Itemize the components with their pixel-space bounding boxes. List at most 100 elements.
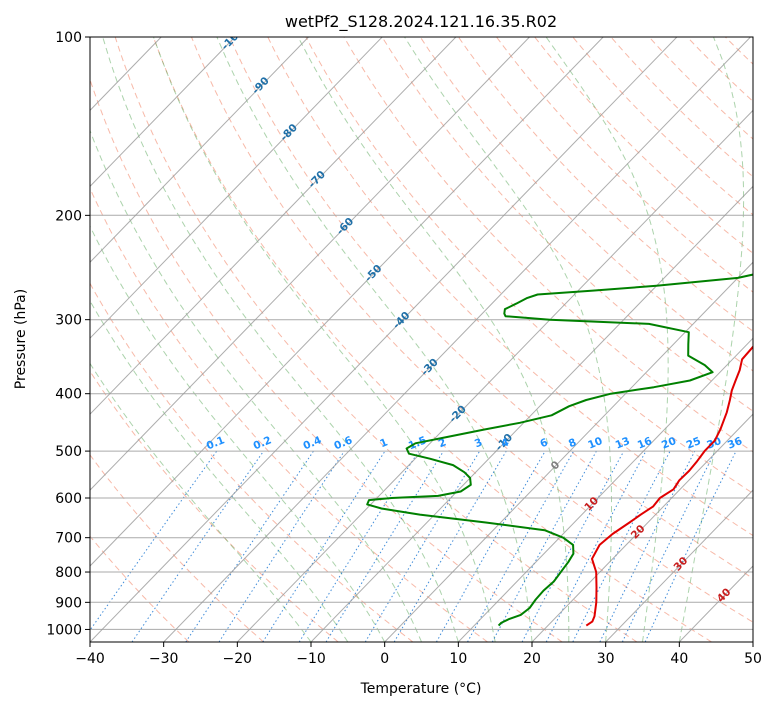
x-tick-label: −40	[75, 651, 105, 667]
dry-adiabat-line	[457, 37, 753, 332]
dry-adiabat-line	[90, 370, 339, 642]
x-tick-label: 10	[449, 651, 467, 667]
dry-adiabat-line	[686, 37, 753, 103]
y-tick-label: 700	[55, 531, 82, 547]
y-tick-label: 200	[55, 208, 82, 224]
isotherm-line	[90, 37, 604, 567]
moist-adiabat-line	[90, 225, 386, 642]
moist-adiabat-line	[153, 37, 496, 642]
isotherm-line	[0, 37, 14, 642]
mixing-ratio-label: 20	[660, 435, 678, 452]
mixing-ratio-label: 30	[705, 435, 723, 452]
mixing-ratio-line	[262, 450, 386, 642]
x-tick-label: −20	[223, 651, 253, 667]
plot-area: -100-90-80-70-60-50-40-30-20-10010203040…	[0, 25, 775, 642]
x-tick-label: 40	[670, 651, 688, 667]
plot-frame	[89, 36, 754, 643]
mixing-ratio-line	[131, 450, 265, 642]
y-tick-label: 1000	[46, 622, 82, 638]
isotherm-line	[457, 337, 753, 642]
mixing-ratio-line	[325, 450, 444, 642]
dry-adiabat-line	[764, 37, 775, 642]
moist-adiabat-line	[216, 37, 533, 642]
mixing-ratio-line	[545, 450, 647, 642]
mixing-ratio-line	[521, 450, 625, 642]
moist-adiabat-line	[297, 37, 570, 642]
y-tick-label: 100	[55, 30, 82, 46]
isotherm-line	[384, 261, 753, 642]
isotherm-line	[90, 37, 236, 188]
mixing-ratio-label: 6	[538, 436, 549, 450]
mixing-ratio-label: 8	[567, 436, 578, 450]
moist-adiabat-line	[545, 37, 669, 642]
mixing-ratio-label: 36	[726, 435, 744, 452]
mixing-ratio-line	[435, 450, 546, 642]
isotherms	[0, 37, 753, 642]
isotherm-line	[531, 413, 753, 642]
mixing-ratio-line	[364, 450, 481, 642]
mixing-ratio-label: 2	[437, 436, 448, 450]
dry-adiabat-line	[114, 37, 638, 642]
y-tick-label: 300	[55, 313, 82, 329]
x-tick-label: 50	[744, 651, 762, 667]
x-axis-ticks: −40 −30 −20 −10 0 10 20 30 40 50	[75, 642, 762, 667]
mixing-ratio-line	[185, 450, 314, 642]
dewpoint-line	[366, 273, 753, 627]
mixing-ratio-label: 4	[500, 436, 511, 450]
moist-adiabat-line	[90, 129, 422, 642]
dry-adiabat-line	[724, 37, 753, 65]
mixing-ratio-label: 0.4	[302, 434, 324, 452]
y-tick-label: 800	[55, 565, 82, 581]
isotherm-line	[310, 185, 753, 642]
y-axis-ticks: 100 200 300 400 500 600 700 800 900 1000	[46, 30, 90, 638]
moist-adiabat-line	[404, 37, 612, 642]
mixing-ratio-label: 0.1	[205, 434, 227, 452]
dry-adiabat-line	[90, 78, 563, 642]
dry-adiabat-line	[90, 187, 488, 642]
isotherm-line	[752, 641, 753, 642]
x-tick-label: 30	[597, 651, 615, 667]
mixing-ratio-line	[491, 450, 597, 642]
y-tick-label: 400	[55, 387, 82, 403]
mixing-ratio-label: 3	[473, 436, 484, 450]
mixing-ratio-label: 13	[614, 435, 632, 452]
pressure-gridlines	[90, 37, 753, 630]
chart-title: wetPf2_S128.2024.121.16.35.R02	[285, 12, 557, 32]
isotherm-line	[236, 109, 753, 642]
mixing-ratio-line	[218, 450, 345, 642]
isotherm-line	[163, 37, 751, 642]
mixing-ratio-label: 10	[586, 435, 604, 452]
moist-adiabat-line	[102, 37, 459, 642]
x-tick-label: −30	[149, 651, 179, 667]
isotherm-line	[90, 37, 457, 415]
dry-adiabat-line	[572, 37, 753, 216]
sounding-series	[366, 273, 753, 627]
mixing-ratio-line	[599, 450, 696, 642]
isotherm-line	[90, 37, 530, 491]
isotherm-line	[90, 37, 678, 642]
mixing-ratio-label: 16	[636, 435, 654, 452]
mixing-ratio-label: 1	[378, 436, 389, 450]
dry-adiabats	[90, 37, 775, 642]
x-tick-label: 20	[523, 651, 541, 667]
dry-adiabat-line	[610, 37, 753, 178]
dry-adiabat-line	[343, 37, 753, 453]
dry-adiabat-line	[534, 37, 753, 254]
mixing-ratio-label: 25	[685, 435, 703, 452]
x-axis-label: Temperature (°C)	[360, 681, 482, 697]
dry-adiabat-line	[496, 37, 753, 293]
y-tick-label: 900	[55, 595, 82, 611]
y-tick-label: 500	[55, 444, 82, 460]
isotherm-line	[90, 37, 383, 339]
moist-adiabats	[90, 37, 745, 642]
dry-adiabat-line	[191, 37, 753, 623]
moist-adiabat-line	[678, 37, 745, 642]
mixing-ratio-line	[90, 450, 218, 632]
isotherm-label: -100	[219, 25, 246, 52]
dry-adiabat-line	[419, 37, 753, 372]
isotherm-line	[605, 489, 753, 642]
y-axis-label: Pressure (hPa)	[13, 289, 29, 389]
mixing-ratio-labels: 0.1 0.2 0.4 0.6 1 1.5 2 3 4 6 8 10 13 16 20 25 30 36	[205, 434, 744, 452]
